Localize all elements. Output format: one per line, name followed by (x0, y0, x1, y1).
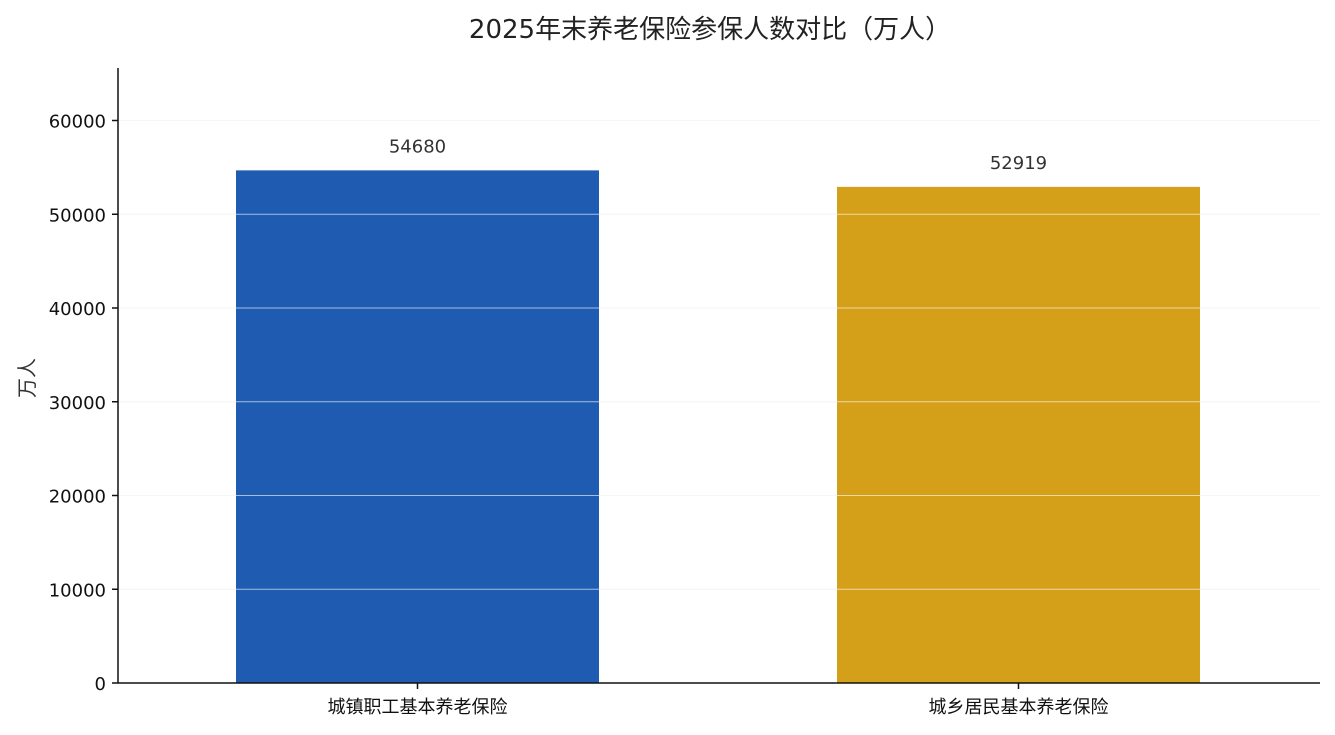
y-axis-label: 万人 (15, 358, 39, 398)
axes (112, 68, 1320, 689)
bar (236, 170, 599, 683)
bar-value-label: 52919 (990, 153, 1047, 174)
labels: 0 10000 20000 30000 40000 50000 60000 54680 城镇职工… (49, 112, 1109, 719)
bars (236, 170, 1200, 683)
y-tick-label: 10000 (49, 580, 106, 601)
x-tick-label: 城乡居民基本养老保险 (929, 697, 1109, 718)
y-tick-label: 20000 (49, 487, 106, 508)
x-tick-label: 城镇职工基本养老保险 (328, 697, 508, 718)
y-tick-label: 30000 (49, 393, 106, 414)
grid-lines-over-bars (118, 120, 1320, 590)
y-tick-label: 50000 (49, 205, 106, 226)
bar (837, 186, 1200, 683)
y-tick-label: 60000 (49, 112, 106, 133)
y-tick-label: 0 (95, 674, 106, 695)
chart-title: 2025年末养老保险参保人数对比（万人） (469, 15, 951, 45)
bar-value-label: 54680 (389, 136, 446, 157)
y-tick-label: 40000 (49, 299, 106, 320)
